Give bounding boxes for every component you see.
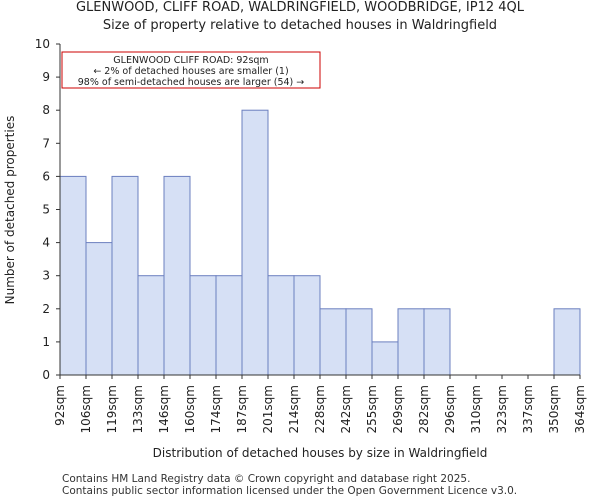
- chart-title-line-2: Size of property relative to detached ho…: [102, 18, 498, 33]
- bar-201sqm: [267, 275, 295, 376]
- x-tick-label: 201sqm: [261, 385, 275, 433]
- x-tick-label: 242sqm: [339, 385, 353, 433]
- y-axis-label: Number of detached properties: [3, 116, 17, 305]
- y-tick-label: 6: [42, 169, 50, 183]
- y-tick-label: 7: [42, 136, 50, 150]
- x-tick-label: 160sqm: [183, 385, 197, 433]
- bar-255sqm: [371, 341, 399, 376]
- y-tick-label: 0: [42, 368, 50, 382]
- annotation-line-1: GLENWOOD CLIFF ROAD: 92sqm: [113, 55, 268, 66]
- x-tick-label: 269sqm: [391, 385, 405, 433]
- annotation-border: [61, 51, 321, 89]
- x-tick-label: 282sqm: [417, 385, 431, 433]
- x-tick-label: 337sqm: [521, 385, 535, 433]
- y-tick-label: 9: [42, 70, 50, 84]
- x-tick-label: 214sqm: [287, 385, 301, 433]
- footer-licence: Contains public sector information licen…: [62, 485, 518, 497]
- bar-160sqm: [189, 275, 217, 376]
- bar-282sqm: [423, 308, 451, 376]
- x-tick-label: 187sqm: [235, 385, 249, 433]
- x-tick-label: 106sqm: [79, 385, 93, 433]
- annotation-line-3: 98% of semi-detached houses are larger (…: [78, 77, 305, 88]
- x-tick-label: 133sqm: [131, 385, 145, 433]
- bar-269sqm: [397, 308, 425, 376]
- x-tick-label: 174sqm: [209, 385, 223, 433]
- bar-187sqm: [241, 109, 269, 376]
- bar-106sqm: [85, 242, 113, 376]
- y-tick-label: 4: [42, 236, 50, 250]
- y-tick-label: 3: [42, 269, 50, 283]
- y-tick-label: 5: [42, 203, 50, 217]
- annotation-box: GLENWOOD CLIFF ROAD: 92sqm← 2% of detach…: [61, 51, 321, 89]
- y-tick-label: 1: [42, 335, 50, 349]
- x-tick-label: 364sqm: [573, 385, 587, 433]
- x-tick-label: 255sqm: [365, 385, 379, 433]
- x-tick-label: 92sqm: [53, 385, 67, 426]
- footer-copyright: Contains HM Land Registry data © Crown c…: [62, 473, 471, 485]
- bar-133sqm: [137, 275, 165, 376]
- bar-242sqm: [345, 308, 373, 376]
- bar-228sqm: [319, 308, 347, 376]
- x-tick-label: 119sqm: [105, 385, 119, 433]
- chart-title-line-1: GLENWOOD, CLIFF ROAD, WALDRINGFIELD, WOO…: [75, 0, 525, 15]
- y-tick-label: 2: [42, 302, 50, 316]
- x-tick-label: 228sqm: [313, 385, 327, 433]
- bar-146sqm: [163, 175, 191, 376]
- bar-174sqm: [215, 275, 243, 376]
- x-tick-label: 350sqm: [547, 385, 561, 433]
- x-tick-label: 310sqm: [469, 385, 483, 433]
- bar-350sqm: [553, 308, 581, 376]
- y-tick-label: 10: [35, 37, 50, 51]
- bar-92sqm: [59, 175, 87, 376]
- annotation-line-2: ← 2% of detached houses are smaller (1): [93, 66, 288, 77]
- x-tick-label: 146sqm: [157, 385, 171, 433]
- bar-119sqm: [111, 175, 139, 376]
- x-tick-label: 323sqm: [495, 385, 509, 433]
- x-tick-label: 296sqm: [443, 385, 457, 433]
- y-tick-label: 8: [42, 103, 50, 117]
- x-axis-label: Distribution of detached houses by size …: [153, 446, 488, 460]
- bar-214sqm: [293, 275, 321, 376]
